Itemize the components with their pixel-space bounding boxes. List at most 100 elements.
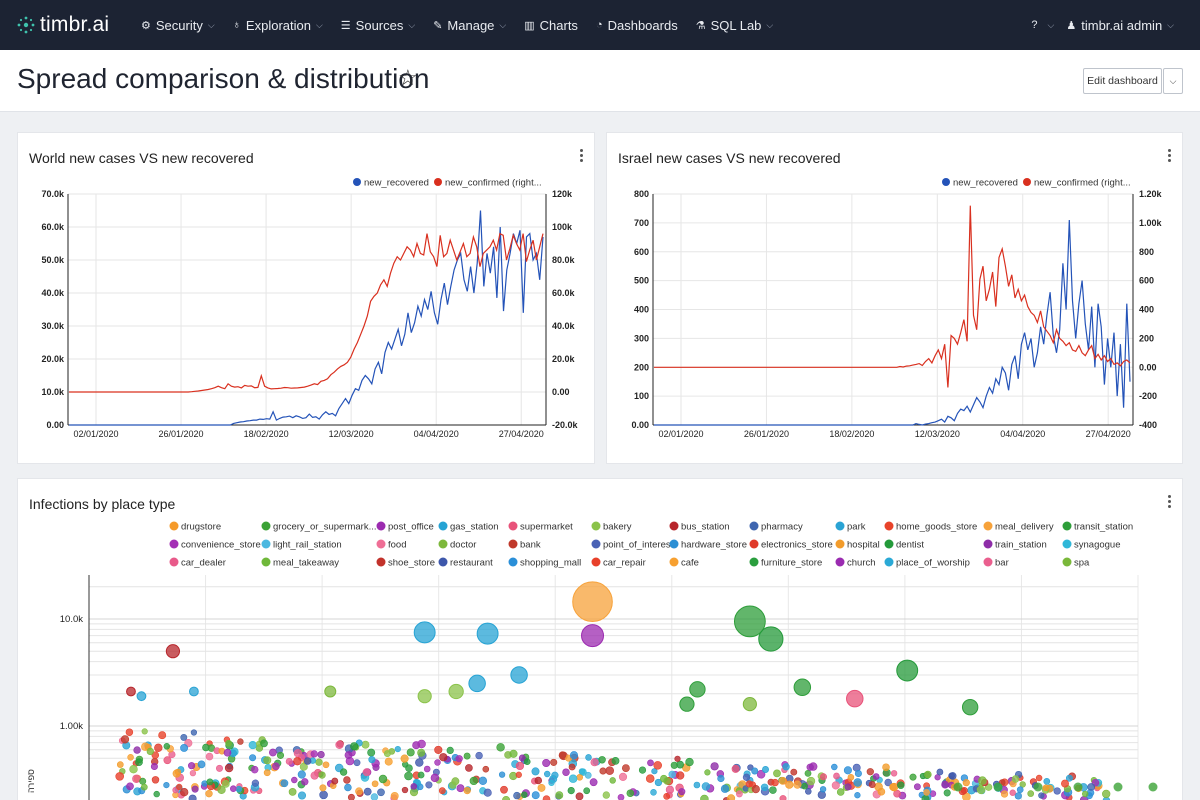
bubble-small xyxy=(154,743,163,752)
bubble-small xyxy=(188,762,196,770)
bubble-small xyxy=(670,761,678,769)
nav-sql-lab-label: SQL Lab xyxy=(710,17,762,33)
logo[interactable]: timbr.ai xyxy=(16,13,126,37)
bubble-small xyxy=(771,778,779,787)
series-line-new_recovered xyxy=(69,210,544,426)
bubble-small xyxy=(751,767,759,775)
bubble-small xyxy=(542,795,551,800)
legend-dot-bakery xyxy=(591,521,601,531)
bubble-small xyxy=(225,739,232,747)
nav-dashboards[interactable]: ◔ Dashboards xyxy=(587,0,687,50)
help-menu[interactable]: ? ⌵ xyxy=(1025,0,1060,50)
nav-sql-lab[interactable]: ⚗ SQL Lab ⌵ xyxy=(687,0,783,50)
bubble-small xyxy=(115,772,124,781)
legend-dot-restaurant xyxy=(438,557,448,567)
bubble-small xyxy=(150,762,158,771)
bubble-small xyxy=(221,780,230,788)
legend-label: shoe_store xyxy=(388,558,435,569)
bubble-small xyxy=(924,770,932,779)
x-tick: 18/02/2020 xyxy=(244,429,289,439)
kebab-menu-icon[interactable] xyxy=(1166,493,1172,510)
bubble-small xyxy=(936,768,944,776)
bubble-small xyxy=(463,786,471,795)
bubble-small xyxy=(434,759,441,766)
kebab-menu-icon[interactable] xyxy=(1166,147,1172,164)
bubble-small xyxy=(1035,774,1043,782)
bubble-small xyxy=(417,748,426,757)
legend-label: restaurant xyxy=(450,558,493,569)
bubble-small xyxy=(1009,789,1016,796)
bubble-small xyxy=(609,777,616,784)
nav-sources-label: Sources xyxy=(355,17,404,33)
bubble-small xyxy=(762,766,769,773)
bubble-small xyxy=(877,787,886,796)
bubble-small xyxy=(248,741,257,750)
legend-label: meal_delivery xyxy=(995,522,1054,533)
legend-dot-bank xyxy=(508,539,518,549)
bubble-small xyxy=(727,794,736,800)
bubble-small xyxy=(509,749,518,758)
legend-dot-synagogue xyxy=(1062,539,1072,549)
kebab-menu-icon[interactable] xyxy=(578,147,584,164)
bubble-small xyxy=(297,770,306,779)
bubble-small xyxy=(568,774,578,783)
nav-charts-label: Charts xyxy=(539,17,578,33)
bubble-small xyxy=(224,763,234,773)
nav-charts[interactable]: ▥ Charts xyxy=(515,0,587,50)
bubble-dentist xyxy=(896,659,919,682)
logo-text: timbr.ai xyxy=(40,13,110,36)
nav-exploration[interactable]: ♁ Exploration ⌵ xyxy=(224,0,332,50)
legend-dot-park xyxy=(835,521,845,531)
bubble-small xyxy=(653,761,662,770)
legend-dot-gas_station xyxy=(438,521,448,531)
x-tick: 27/04/2020 xyxy=(499,429,544,439)
bubble-small xyxy=(1027,790,1035,797)
bubble-small xyxy=(430,773,440,783)
bubble-small xyxy=(747,764,754,771)
bubble-small xyxy=(542,758,551,768)
bubble-bus_station xyxy=(165,644,181,659)
nav-sources[interactable]: ☰ Sources ⌵ xyxy=(332,0,424,50)
legend-dot-meal_delivery xyxy=(983,521,993,531)
nav-security[interactable]: ⚙ Security ⌵ xyxy=(132,0,224,50)
bubble-small xyxy=(297,791,307,800)
bubble-small xyxy=(518,754,526,762)
nav-manage-label: Manage xyxy=(447,17,495,33)
bubble-small xyxy=(621,764,630,773)
bubble-small xyxy=(1113,782,1123,792)
bubble-small xyxy=(205,752,214,761)
logo-icon xyxy=(17,16,35,34)
legend-dot-supermarket xyxy=(508,521,518,531)
page-title: Spread comparison & distribution xyxy=(17,63,430,94)
bubble-small xyxy=(617,794,625,800)
legend-label: park xyxy=(847,522,866,533)
bubble-small xyxy=(731,764,740,773)
bubble-small xyxy=(513,791,521,800)
user-menu[interactable]: ♟ timbr.ai admin ⌵ xyxy=(1060,0,1180,50)
bubble-dentist xyxy=(758,626,784,652)
nav-manage[interactable]: ✎ Manage ⌵ xyxy=(424,0,515,50)
chevron-down-icon: ⌵ xyxy=(499,19,507,30)
dashboard-menu-caret[interactable]: ⌵ xyxy=(1163,68,1183,94)
legend-label: spa xyxy=(1074,558,1090,569)
legend-dot-shopping_mall xyxy=(508,557,518,567)
bubble-small xyxy=(665,785,675,794)
legend-dot-furniture_store xyxy=(749,557,759,567)
bubble-small xyxy=(1042,784,1050,792)
bubble-small xyxy=(132,774,141,784)
bubble-small xyxy=(189,769,197,777)
favorite-star-icon[interactable]: ☆ xyxy=(398,65,418,90)
bubble-small xyxy=(943,789,951,797)
bubble-small xyxy=(153,790,160,798)
bubble-small xyxy=(335,740,344,750)
series-line-new_confirmed xyxy=(654,205,1131,388)
flask-icon: ⚗ xyxy=(695,19,706,32)
bubble-small xyxy=(394,745,401,753)
bubble-small xyxy=(831,763,838,771)
bubble-small xyxy=(618,772,628,781)
edit-dashboard-button[interactable]: Edit dashboard xyxy=(1083,68,1162,94)
bubble-small xyxy=(978,776,987,785)
bubble-gas_station xyxy=(476,622,499,645)
bubble-small xyxy=(126,782,134,791)
bubble-small xyxy=(180,788,189,797)
